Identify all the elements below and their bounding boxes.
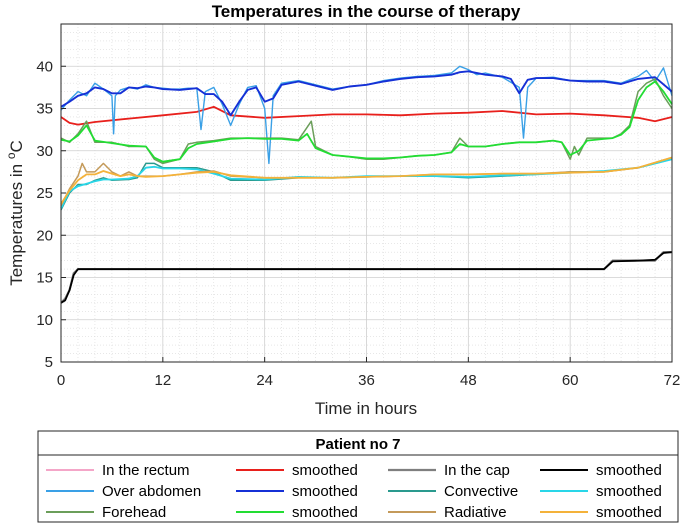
legend-entry-label: smoothed (596, 462, 662, 479)
legend-entry-label: Over abdomen (102, 483, 201, 500)
legend: Patient no 7 In the rectum smoothed In the… (37, 430, 679, 523)
y-tick-label: 5 (45, 354, 53, 371)
legend-entry-label: Forehead (102, 504, 166, 521)
y-axis-label-superscript: o (4, 152, 18, 159)
series-line-7 (60, 158, 673, 209)
legend-entry-label: smoothed (596, 504, 662, 521)
y-tick-label: 40 (36, 58, 53, 75)
legend-entry-label: In the rectum (102, 462, 190, 479)
legend-title: Patient no 7 (315, 436, 400, 453)
x-axis-label: Time in hours (315, 399, 417, 418)
y-tick-label: 15 (36, 270, 53, 287)
x-tick-label: 0 (57, 372, 65, 389)
series-line-5 (60, 70, 673, 117)
plot-area (60, 23, 673, 363)
y-tick-label: 20 (36, 227, 53, 244)
x-tick-label: 72 (664, 372, 681, 389)
y-tick-label: 35 (36, 101, 53, 118)
chart-title: Temperatures in the course of therapy (212, 2, 521, 21)
legend-items: In the rectum smoothed In the cap smoothed O… (46, 462, 662, 521)
legend-entry-label: In the cap (444, 462, 510, 479)
legend-entry-label: smoothed (292, 483, 358, 500)
legend-entry-label: Radiative (444, 504, 507, 521)
x-tick-label: 12 (154, 372, 171, 389)
y-axis-label-main: Temperatures in (7, 159, 26, 286)
x-tick-label: 60 (562, 372, 579, 389)
y-tick-label: 10 (36, 312, 53, 329)
x-tick-label: 36 (358, 372, 375, 389)
y-tick-label: 25 (36, 185, 53, 202)
series-line-3 (60, 251, 673, 304)
y-tick-label: 30 (36, 143, 53, 160)
legend-entry-label: Convective (444, 483, 518, 500)
y-axis-label: Temperatures in oC (4, 140, 26, 286)
y-axis-label-unit: C (7, 140, 26, 152)
series-layer (60, 65, 673, 304)
legend-entry-label: smoothed (292, 462, 358, 479)
x-tick-label: 48 (460, 372, 477, 389)
x-tick-label: 24 (256, 372, 273, 389)
series-line-9 (60, 80, 673, 163)
legend-entry-label: smoothed (292, 504, 358, 521)
svg-text:Temperatures in oC: Temperatures in oC (4, 140, 26, 286)
legend-box (37, 430, 679, 523)
series-line-11 (60, 156, 673, 205)
series-line-1 (60, 105, 673, 126)
axes-layer: 0 12 24 36 48 60 72 5 10 15 20 25 30 35 40 (36, 23, 681, 389)
legend-entry-label: smoothed (596, 483, 662, 500)
